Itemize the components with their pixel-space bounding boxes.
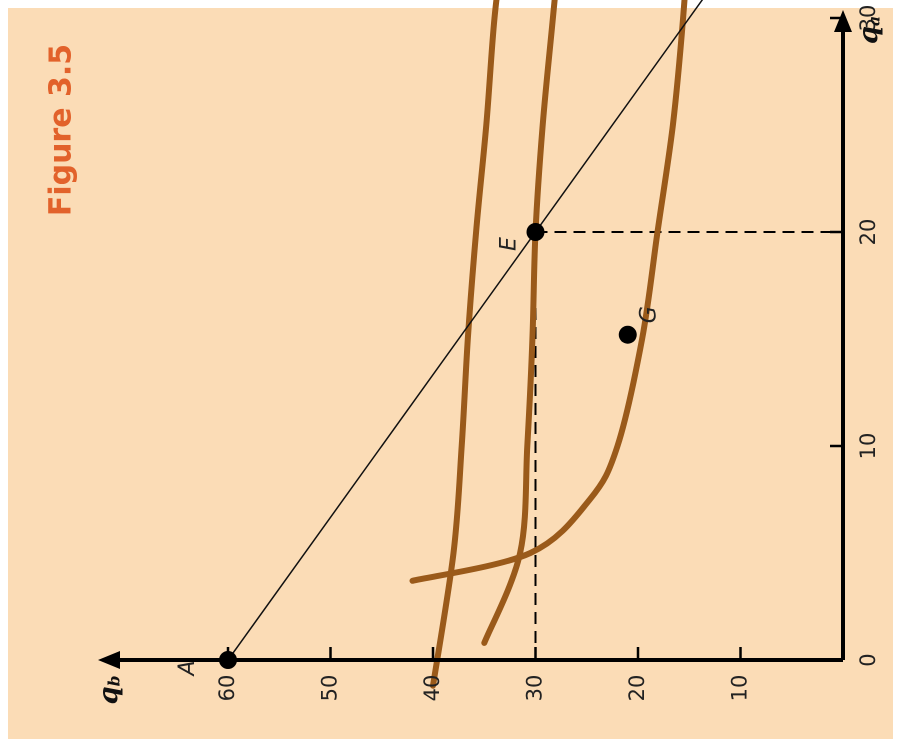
x-tick-label-10: 10	[856, 433, 880, 460]
indifference-curve-1	[409, 0, 688, 584]
point-label-G: G	[637, 306, 662, 323]
x-axis-arrow	[834, 10, 852, 32]
y-tick-label-60: 60	[215, 675, 239, 702]
y-tick-label-20: 20	[625, 675, 649, 702]
y-tick-label-30: 30	[523, 675, 547, 702]
point-label-E: E	[497, 237, 522, 251]
indifference-curve-2	[481, 0, 558, 646]
axes: 01020304050102030405060qaqb	[94, 5, 884, 705]
point-G	[618, 325, 637, 344]
y-tick-label-50: 50	[318, 675, 342, 702]
x-tick-label-20: 20	[856, 219, 880, 246]
figure-title: Figure 3.5	[44, 44, 79, 216]
labels: I1I2I3ABEFGH	[175, 237, 662, 678]
points	[219, 223, 637, 669]
indifference-curve-3	[430, 0, 500, 689]
guide-lines	[534, 231, 843, 660]
point-A	[219, 651, 237, 669]
chart-background	[8, 8, 893, 739]
point-E	[526, 223, 545, 241]
y-axis-label: qb	[94, 675, 124, 704]
x-tick-label-30: 30	[856, 5, 880, 32]
point-label-A: A	[175, 660, 200, 677]
x-tick-label-0: 0	[856, 653, 880, 666]
y-axis-arrow	[98, 651, 120, 669]
y-tick-label-40: 40	[420, 675, 444, 702]
y-tick-label-10: 10	[728, 675, 752, 702]
